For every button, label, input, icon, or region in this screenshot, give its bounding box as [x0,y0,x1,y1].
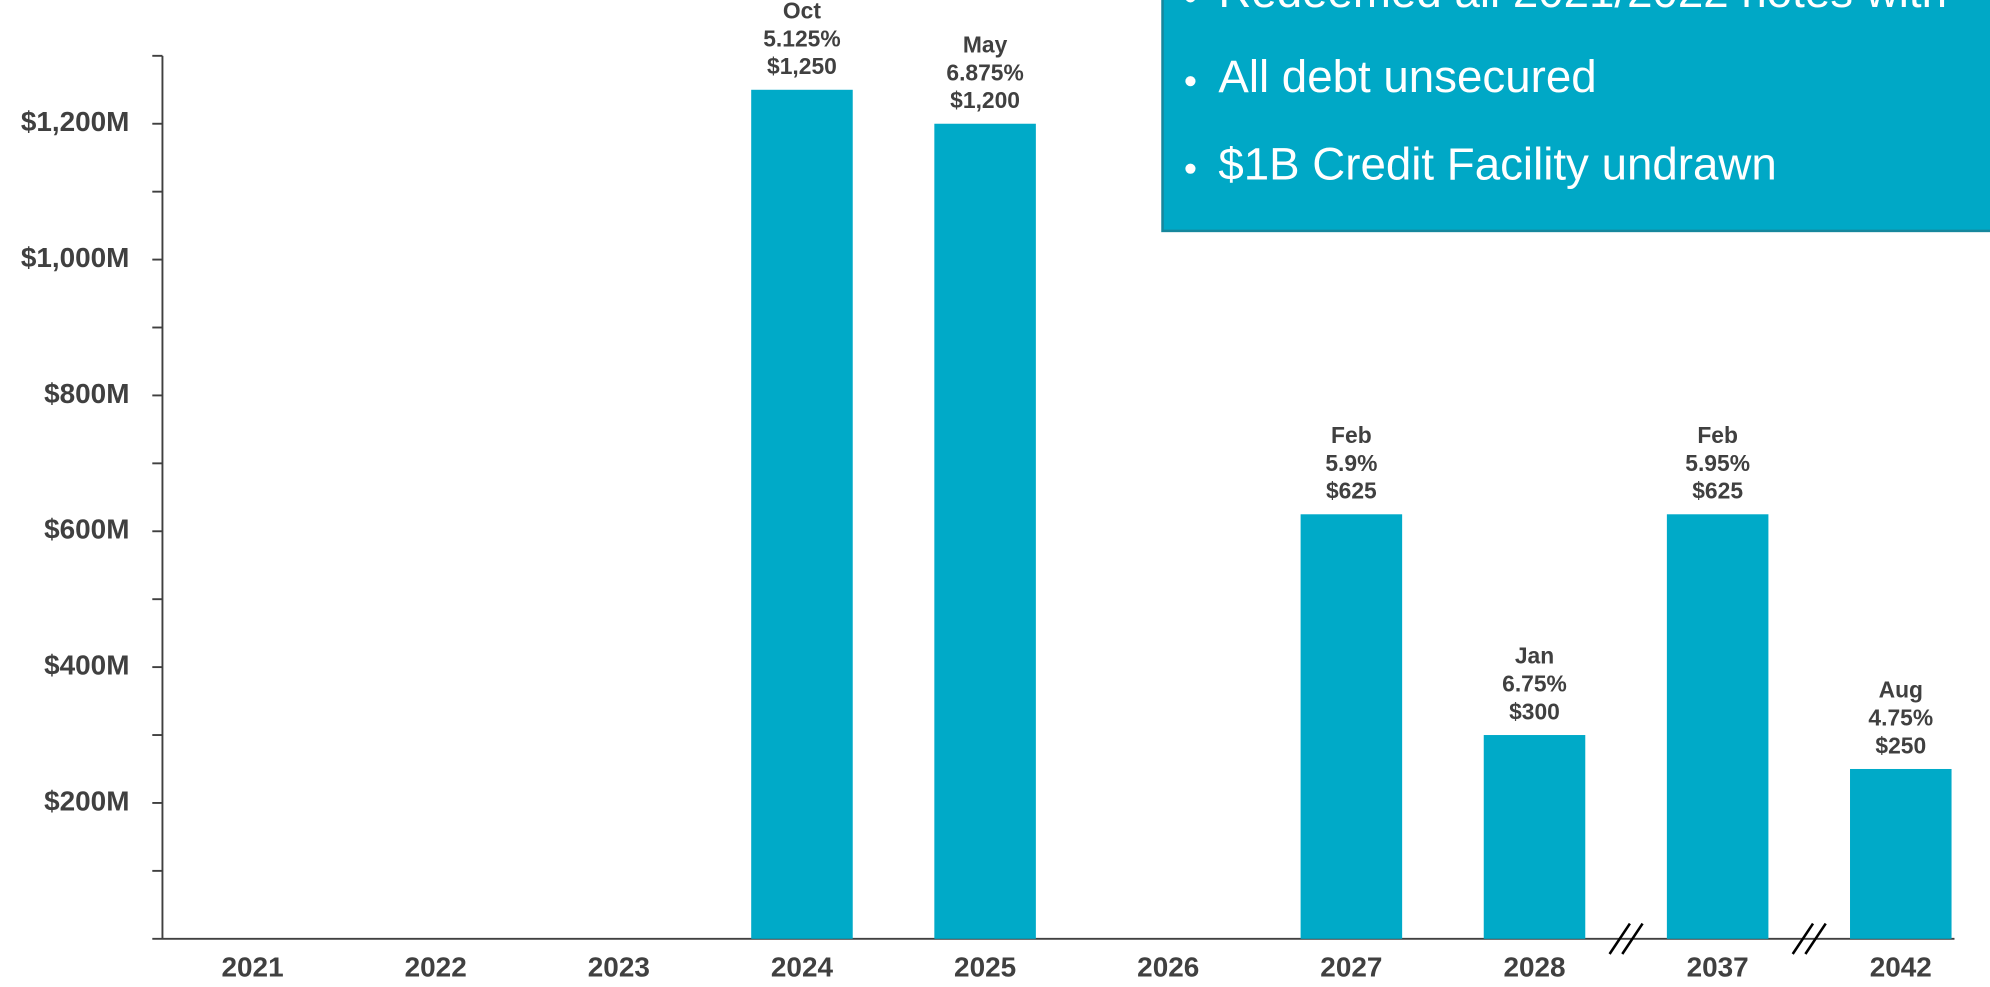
axis-break [1608,922,1631,955]
y-tick-label: $800M [44,378,129,409]
axis-break [1791,922,1815,955]
y-tick-label: $400M [44,649,129,680]
month-label: Feb [1697,422,1738,448]
y-tick-label: $600M [44,514,129,545]
y-tick-label: $200M [44,785,129,816]
x-tick-label: 2026 [1137,952,1199,983]
bar [1666,514,1769,939]
month-label: Feb [1331,422,1372,448]
bar [1850,768,1952,939]
rate-label: 5.9% [1325,450,1377,476]
bar [1483,735,1586,939]
callout-item: $1B Credit Facility undrawn [1218,139,1776,190]
data-label: $1,200 [950,87,1020,113]
x-tick-label: 2028 [1503,952,1565,983]
data-label: $625 [1326,478,1377,504]
data-label: $1,250 [767,53,837,79]
bullet [1186,0,1195,3]
bar [1300,514,1403,939]
data-label: $300 [1509,698,1560,724]
rate-label: 6.75% [1502,671,1567,697]
y-tick-label: $1,200M [21,106,130,137]
bar [934,123,1036,939]
rate-label: 5.125% [763,25,840,51]
axis-break [1804,922,1827,955]
rate-label: 6.875% [946,59,1023,85]
bullet [1185,76,1196,87]
x-tick-label: 2042 [1870,952,1932,983]
data-label: $250 [1875,732,1926,758]
y-tick-label: $1,000M [21,242,130,273]
callout-box: Redeemed all 2021/2022 notes with All de… [1161,0,1990,233]
callout-item: All debt unsecured [1218,51,1596,102]
x-tick-label: 2023 [588,952,650,983]
rate-label: 4.75% [1868,705,1933,731]
month-label: Jan [1515,643,1554,669]
bullet [1185,163,1196,174]
axis-break [1621,922,1644,955]
bar [751,89,853,939]
callout-background [1161,0,1990,233]
x-tick-label: 2022 [405,952,467,983]
rate-label: 5.95% [1685,450,1750,476]
callout-item: Redeemed all 2021/2022 notes with [1218,0,1947,17]
x-tick-label: 2037 [1687,952,1749,983]
x-tick-label: 2027 [1320,952,1382,983]
month-label: Oct [783,0,821,23]
data-label: $625 [1692,478,1743,504]
x-tick-label: 2024 [771,952,834,983]
month-label: May [963,31,1008,57]
x-tick-label: 2025 [954,952,1016,983]
month-label: Aug [1879,677,1923,703]
x-tick-label: 2021 [222,952,284,983]
